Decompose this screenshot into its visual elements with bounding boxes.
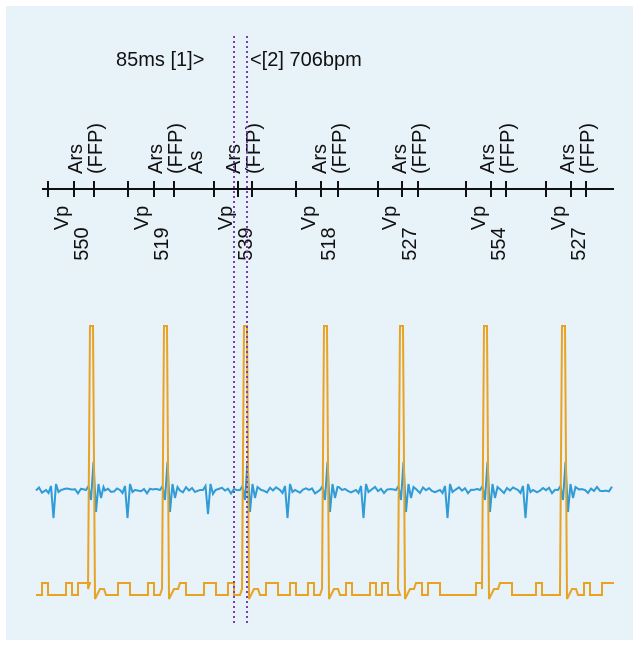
- ventricular-marker-label: 518: [318, 227, 340, 260]
- rhythm-strip: 85ms [1]> <[2] 706bpm Ars(FFP) Ars(FFP)As…: [35, 36, 614, 624]
- ventricular-marker-label: Vp: [298, 206, 320, 230]
- ventricular-marker-label: 527: [568, 227, 590, 260]
- atrial-marker-label: Ars: [477, 144, 499, 174]
- egm-trace: [35, 461, 613, 519]
- ventricular-marker-label: 550: [71, 227, 93, 260]
- atrial-marker-label: Ars: [223, 144, 245, 174]
- atrial-marker-label: (FFP): [243, 123, 265, 174]
- rhythm-strip-canvas: 85ms [1]> <[2] 706bpm Ars (FFP) Ars (FFP) As…: [6, 6, 633, 640]
- ventricular-marker-label: Vp: [51, 206, 73, 230]
- caliper-rate-label: <[2] 706bpm: [250, 49, 362, 71]
- atrial-marker-label: As: [185, 151, 207, 174]
- atrial-marker-label: Ars: [145, 144, 167, 174]
- ventricular-marker-label: Vp: [215, 206, 237, 230]
- atrial-marker-label: Ars: [65, 144, 87, 174]
- atrial-marker-label: (FFP): [497, 123, 519, 174]
- atrial-marker-label: (FFP): [409, 123, 431, 174]
- timeline-ticks: [47, 181, 587, 197]
- atrial-marker-label: (FFP): [577, 123, 599, 174]
- marker-channel-trace: [36, 325, 614, 600]
- atrial-marker-labels: Ars(FFP) Ars(FFP)As Ars(FFP) Ars(FFP) Ars(FF…: [65, 123, 599, 174]
- caliper-interval-label: 85ms [1]>: [116, 49, 204, 71]
- ventricular-marker-label: 539: [235, 227, 257, 260]
- ventricular-marker-label: 519: [151, 227, 173, 260]
- ventricular-marker-label: Vp: [468, 206, 490, 230]
- ventricular-marker-label: Vp: [548, 206, 570, 230]
- ventricular-marker-label: Vp: [131, 206, 153, 230]
- atrial-marker-label: (FFP): [329, 123, 351, 174]
- ventricular-marker-label: 527: [399, 227, 421, 260]
- atrial-marker-label: Ars: [389, 144, 411, 174]
- atrial-marker-label: Ars: [557, 144, 579, 174]
- ventricular-marker-label: Vp: [379, 206, 401, 230]
- atrial-marker-label: (FFP): [85, 123, 107, 174]
- atrial-marker-label: (FFP): [165, 123, 187, 174]
- ventricular-marker-label: 554: [488, 227, 510, 260]
- atrial-marker-label: Ars: [309, 144, 331, 174]
